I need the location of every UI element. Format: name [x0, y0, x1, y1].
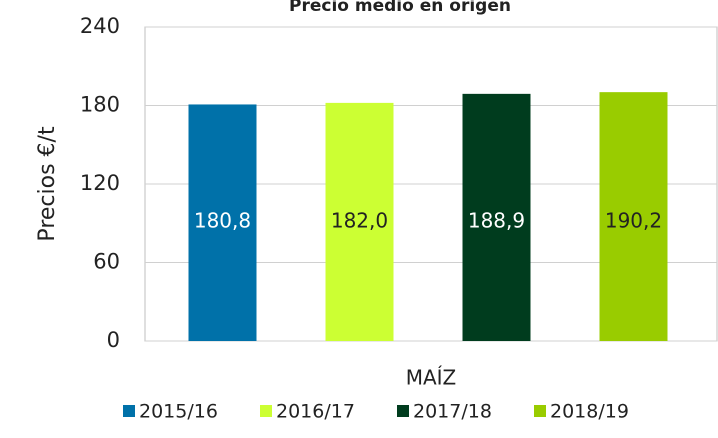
- y-axis-label: Precios €/t: [35, 126, 60, 242]
- x-tick-label: MAÍZ: [406, 366, 457, 390]
- y-tick-label: 240: [80, 14, 120, 38]
- y-tick-label: 180: [80, 93, 120, 117]
- legend-label: 2017/18: [413, 401, 492, 423]
- y-tick-label: 0: [107, 328, 120, 352]
- legend-swatch: [397, 405, 409, 417]
- bar: [325, 102, 394, 341]
- bar: [599, 92, 668, 341]
- chart-title: Precio medio en origen: [289, 0, 511, 16]
- y-tick-label: 60: [93, 250, 120, 274]
- legend-swatch: [260, 405, 272, 417]
- bar: [188, 104, 257, 341]
- data-label: 180,8: [194, 209, 251, 233]
- data-label: 182,0: [331, 209, 388, 233]
- data-label: 188,9: [468, 209, 525, 233]
- bar: [462, 93, 531, 341]
- y-tick-label: 120: [80, 171, 120, 195]
- legend-label: 2018/19: [550, 401, 629, 423]
- legend-label: 2015/16: [139, 401, 218, 423]
- data-label: 190,2: [605, 209, 662, 233]
- legend-swatch: [123, 405, 135, 417]
- legend-swatch: [534, 405, 546, 417]
- legend-label: 2016/17: [276, 401, 355, 423]
